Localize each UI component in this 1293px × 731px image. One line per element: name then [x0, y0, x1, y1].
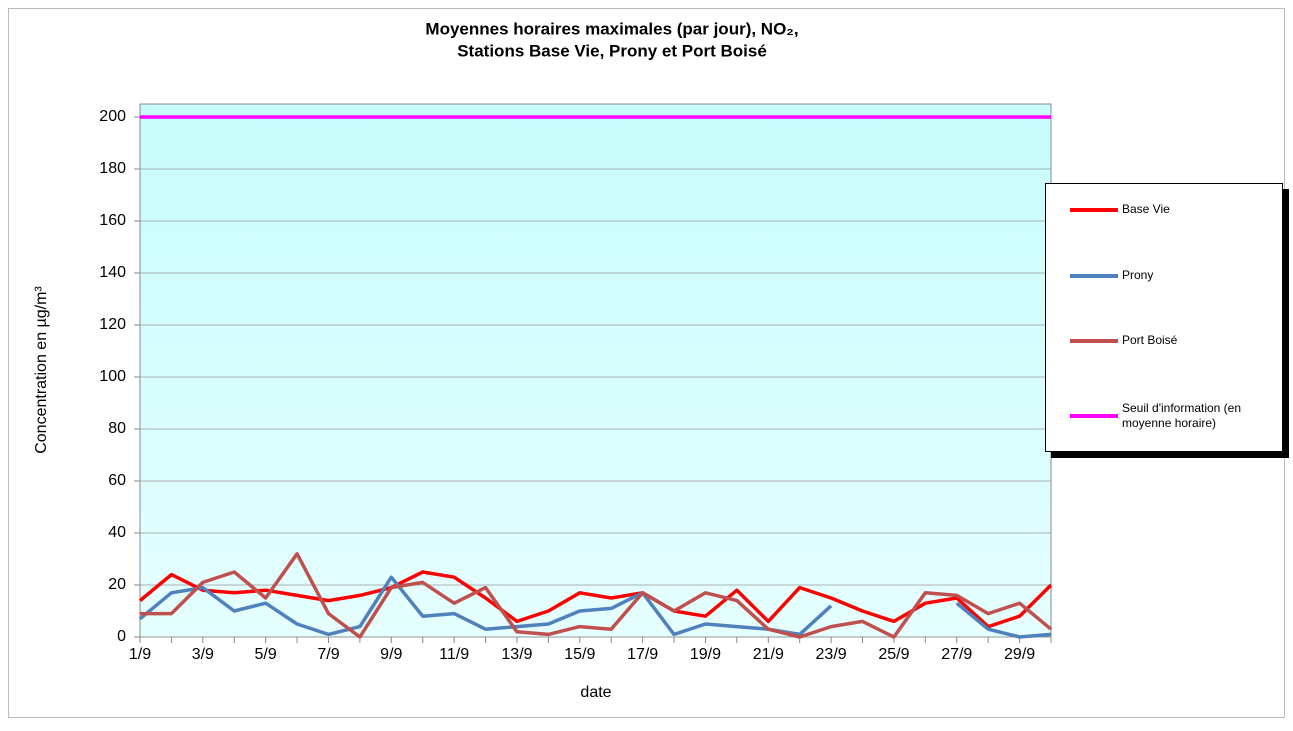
- x-tick-label: 23/9: [816, 646, 847, 663]
- series-line: [955, 601, 1052, 639]
- x-tick-label: 27/9: [941, 646, 972, 663]
- legend-entry: Prony: [1070, 268, 1272, 283]
- legend-label: Port Boisé: [1122, 333, 1178, 347]
- legend: Base Vie Prony Port Boisé Seuil d'informati…: [1045, 183, 1283, 452]
- legend-swatch: [1070, 273, 1118, 278]
- x-tick-label: 11/9: [439, 646, 469, 663]
- legend-label: Prony: [1122, 268, 1154, 282]
- legend-label: Base Vie: [1122, 202, 1170, 216]
- legend-swatch: [1070, 414, 1118, 418]
- y-tick-label: 140: [99, 264, 126, 281]
- x-tick-label: 29/9: [1004, 646, 1035, 663]
- y-tick-label: 60: [108, 472, 126, 489]
- y-tick-label: 200: [99, 108, 126, 125]
- y-tick-label: 40: [108, 524, 126, 541]
- legend-swatch: [1070, 207, 1118, 212]
- y-tick-label: 160: [99, 212, 126, 229]
- x-tick-label: 5/9: [255, 646, 277, 663]
- x-tick-label: 17/9: [627, 646, 658, 663]
- y-tick-label: 20: [108, 576, 126, 593]
- chart-title: Moyennes horaires maximales (par jour), …: [425, 19, 798, 38]
- legend-entry: Seuil d'information (en moyenne horaire): [1070, 401, 1272, 431]
- legend-swatch: [1070, 338, 1118, 343]
- plot-area: [139, 103, 1052, 638]
- y-tick-label: 180: [99, 160, 126, 177]
- legend-label: Seuil d'information (en moyenne horaire): [1122, 401, 1242, 430]
- series-line: [138, 570, 1053, 629]
- y-tick-label: 100: [99, 368, 126, 385]
- series-line: [140, 552, 1053, 639]
- y-tick-label: 80: [108, 420, 126, 437]
- x-tick-label: 25/9: [878, 646, 909, 663]
- x-tick-label: 19/9: [690, 646, 721, 663]
- x-tick-label: 13/9: [501, 646, 532, 663]
- y-tick-label: 0: [117, 628, 126, 645]
- x-tick-label: 3/9: [192, 646, 214, 663]
- legend-entry: Base Vie: [1070, 202, 1272, 217]
- x-tick-label: 7/9: [317, 646, 339, 663]
- series-line: [138, 575, 833, 637]
- chart-title: Stations Base Vie, Prony et Port Boisé: [457, 41, 767, 60]
- y-axis-label: Concentration en µg/m³: [33, 286, 50, 454]
- x-tick-label: 1/9: [129, 646, 151, 663]
- x-tick-label: 21/9: [753, 646, 784, 663]
- x-tick-label: 9/9: [380, 646, 402, 663]
- legend-entry: Port Boisé: [1070, 333, 1272, 348]
- y-tick-label: 120: [99, 316, 126, 333]
- x-axis-label: date: [580, 684, 611, 701]
- x-tick-label: 15/9: [564, 646, 595, 663]
